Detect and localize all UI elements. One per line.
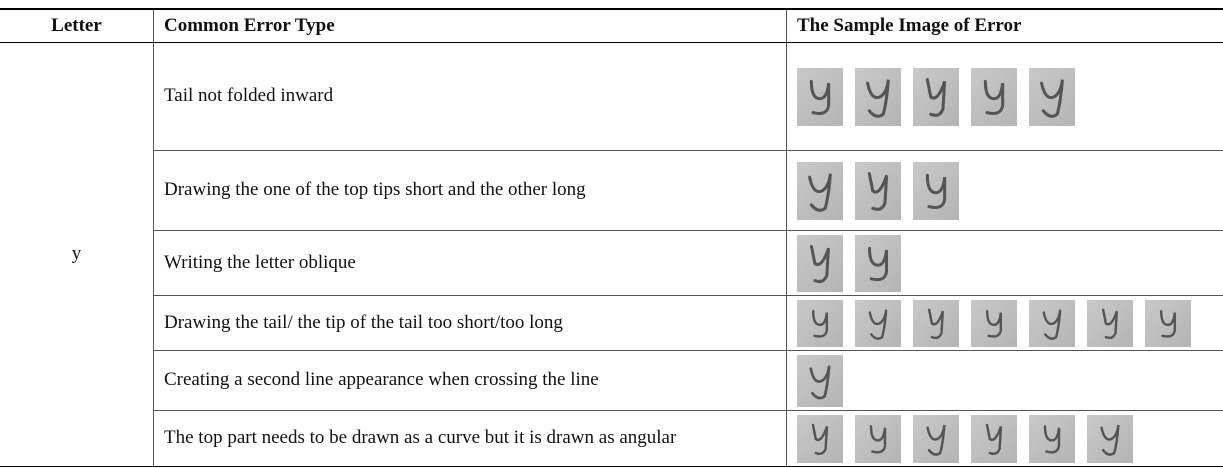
handwriting-sample [867,171,889,211]
handwriting-sample [1040,78,1064,118]
sample-image [971,299,1017,347]
error-type-cell: Writing the letter oblique [153,230,787,296]
handwriting-sample [868,246,888,281]
table-row: The top part needs to be drawn as a curv… [0,410,1223,467]
handwriting-sample [927,308,945,339]
sample-cell [786,42,1223,151]
handwriting-sample [868,309,888,340]
handwriting-sample [1101,308,1119,339]
sample-image [797,354,843,407]
sample-image [797,161,843,220]
sample-image [1029,67,1075,126]
sample-image [855,67,901,126]
handwriting-sample [866,78,890,118]
handwriting-sample [809,79,831,115]
error-type-cell: Tail not folded inward [153,42,787,151]
sample-image [855,161,901,220]
header-cell: Letter [0,8,154,43]
handwriting-sample [811,423,829,455]
handwriting-sample [1043,424,1061,454]
handwriting-sample [1042,309,1062,340]
header-cell: The Sample Image of Error [786,8,1223,43]
sample-image [855,234,901,292]
sample-image [1029,414,1075,463]
error-type-cell: Creating a second line appearance when c… [153,350,787,411]
handwriting-sample [985,423,1003,455]
sample-image [1029,299,1075,347]
table-row: Creating a second line appearance when c… [0,350,1223,411]
sample-images [797,67,1213,126]
sample-images [797,354,1213,407]
sample-cell [786,295,1223,351]
sample-cell [786,230,1223,296]
sample-image [797,299,843,347]
handwriting-sample [1100,424,1120,456]
handwriting-sample [810,244,830,283]
table-row: Writing the letter oblique [0,230,1223,296]
sample-image [1087,414,1133,463]
sample-image [797,414,843,463]
sample-image [913,161,959,220]
handwriting-sample [925,77,947,117]
handwriting-sample [811,309,829,338]
sample-image [971,414,1017,463]
error-type-cell: Drawing the one of the top tips short an… [153,150,787,231]
table-body: y Tail not folded inward Drawing the one o… [0,42,1223,467]
handwriting-sample [809,364,831,399]
sample-image [913,67,959,126]
handwriting-sample [983,79,1005,115]
sample-cell [786,410,1223,467]
header-cell: Common Error Type [153,8,787,43]
sample-image [855,414,901,463]
handwriting-sample [808,172,832,212]
sample-images [797,299,1213,347]
sample-images [797,414,1213,463]
sample-cell [786,150,1223,231]
error-table: Letter Common Error Type The Sample Imag… [0,8,1223,467]
sample-image [797,234,843,292]
sample-cell [786,350,1223,411]
table-row: Drawing the tail/ the tip of the tail to… [0,295,1223,351]
header-row: Letter Common Error Type The Sample Imag… [0,8,1223,43]
sample-image [1145,299,1191,347]
sample-images [797,161,1213,220]
sample-images [797,234,1213,292]
error-type-cell: Drawing the tail/ the tip of the tail to… [153,295,787,351]
handwriting-sample [926,424,946,456]
error-type-cell: The top part needs to be drawn as a curv… [153,410,787,467]
sample-image [797,67,843,126]
handwriting-sample [1159,309,1177,338]
table-row: Drawing the one of the top tips short an… [0,150,1223,231]
handwriting-sample [925,173,947,209]
sample-image [913,414,959,463]
sample-image [855,299,901,347]
handwriting-sample [869,424,887,454]
table-row: y Tail not folded inward [0,42,1223,467]
handwriting-sample [985,309,1003,338]
letter-cell: y [0,42,154,467]
sample-image [913,299,959,347]
sample-image [1087,299,1133,347]
sample-image [971,67,1017,126]
